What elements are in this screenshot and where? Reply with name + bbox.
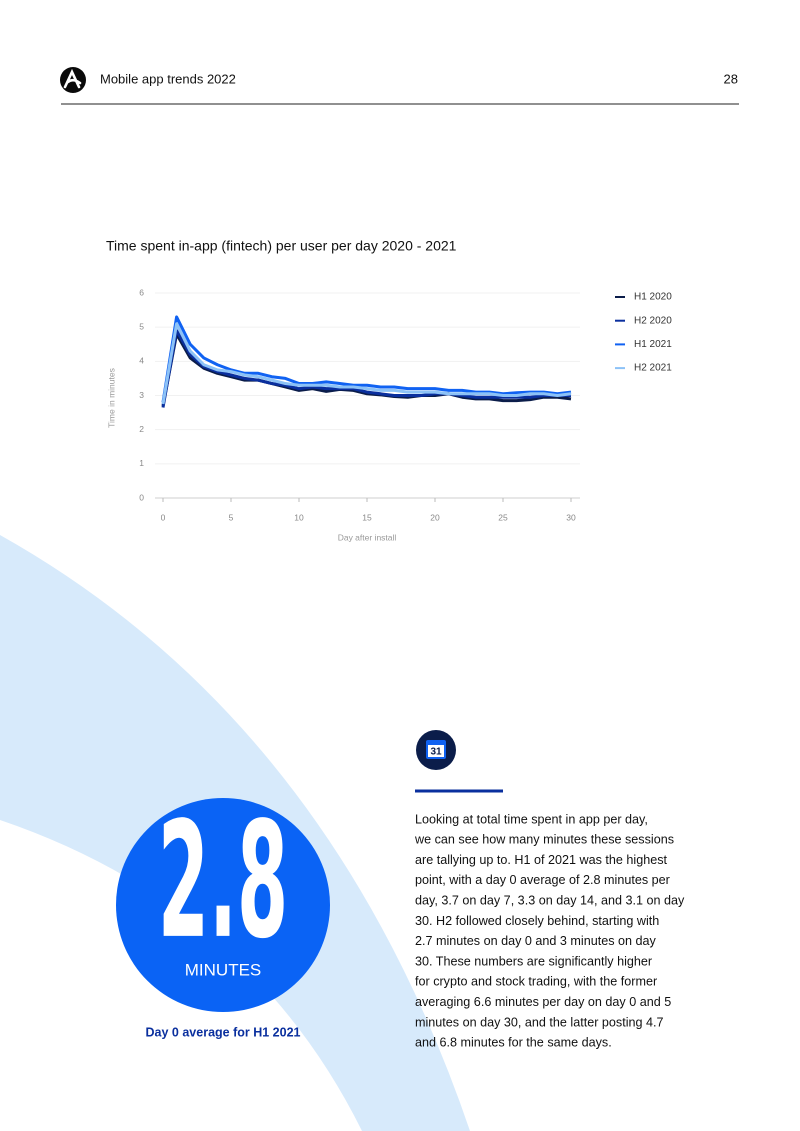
- y-axis-label: Time in minutes: [106, 368, 116, 428]
- legend-label: H2 2020: [634, 315, 672, 326]
- body-line: point, with a day 0 average of 2.8 minut…: [415, 873, 670, 887]
- x-tick-label: 25: [498, 512, 508, 522]
- y-tick-label: 0: [139, 492, 144, 502]
- body-line: 30. These numbers are significantly high…: [415, 954, 652, 968]
- body-line: we can see how many minutes these sessio…: [414, 833, 674, 847]
- body-line: 30. H2 followed closely behind, starting…: [415, 914, 659, 928]
- body-line: are tallying up to. H1 of 2021 was the h…: [415, 853, 668, 867]
- chart: 0 1 2 3 4 5 6 0 5 10 15 20 25 30 H1 2020 H2 2020 H1 2021…: [139, 287, 672, 522]
- stat-caption: Day 0 average for H1 2021: [146, 1025, 301, 1039]
- x-tick-label: 5: [229, 512, 234, 522]
- x-tick-label: 10: [294, 512, 304, 522]
- body-line: Looking at total time spent in app per d…: [415, 812, 648, 826]
- chart-title: Time spent in-app (fintech) per user per…: [106, 238, 457, 254]
- stat-value: 2.8: [158, 788, 288, 974]
- series-line: [161, 329, 571, 408]
- y-tick-label: 6: [139, 287, 144, 297]
- series-line: [161, 322, 572, 405]
- y-tick-label: 4: [139, 356, 144, 366]
- body-text: Looking at total time spent in app per d…: [414, 812, 685, 1049]
- y-tick-label: 3: [139, 390, 144, 400]
- series-line: [161, 315, 572, 403]
- body-line: day, 3.7 on day 7, 3.3 on day 14, and 3.…: [415, 894, 685, 908]
- legend-label: H1 2021: [634, 339, 672, 350]
- body-line: for crypto and stock trading, with the f…: [415, 975, 657, 989]
- logo-mark: [63, 68, 82, 89]
- x-tick-label: 15: [362, 512, 372, 522]
- header-title: Mobile app trends 2022: [100, 71, 236, 86]
- legend-label: H1 2020: [634, 292, 672, 303]
- body-line: and 6.8 minutes for the same days.: [415, 1036, 612, 1050]
- series-line: [161, 332, 572, 407]
- x-axis-label: Day after install: [338, 532, 397, 542]
- page-number: 28: [724, 71, 738, 86]
- legend-label: H2 2021: [634, 363, 672, 374]
- x-tick-label: 20: [430, 512, 440, 522]
- body-line: minutes on day 30, and the latter postin…: [415, 1015, 664, 1029]
- stat-unit: MINUTES: [185, 960, 262, 979]
- y-tick-label: 1: [139, 458, 144, 468]
- stat-circle: [116, 798, 330, 1012]
- x-tick-label: 0: [161, 512, 166, 522]
- calendar-page: [428, 745, 444, 757]
- y-tick-label: 5: [139, 321, 144, 331]
- x-tick-label: 30: [566, 512, 576, 522]
- calendar-label: 31: [430, 747, 442, 758]
- y-tick-label: 2: [139, 424, 144, 434]
- body-line: 2.7 minutes on day 0 and 3 minutes on da…: [415, 934, 657, 948]
- body-line: averaging 6.6 minutes per day on day 0 a…: [415, 995, 671, 1009]
